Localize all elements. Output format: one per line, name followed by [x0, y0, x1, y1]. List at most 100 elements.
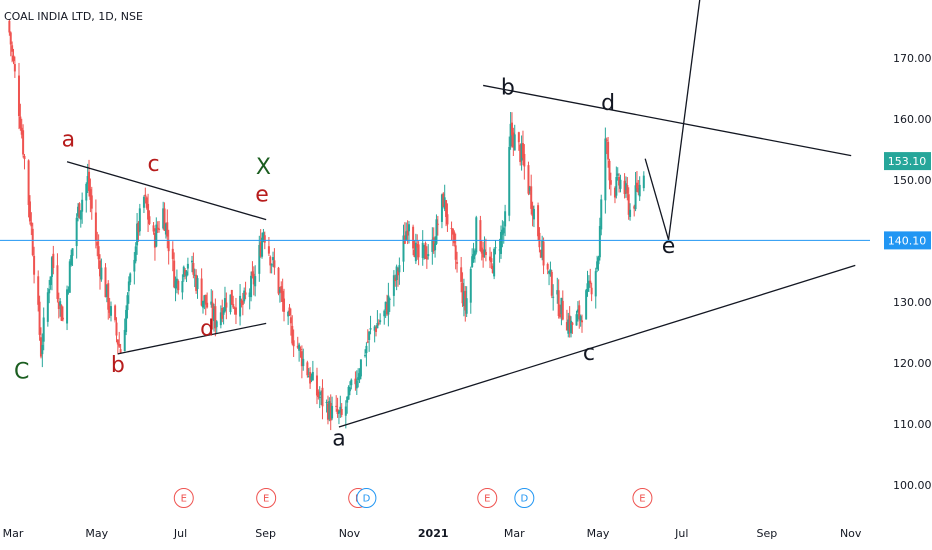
candle [413, 240, 416, 258]
candle [635, 171, 638, 192]
time-axis[interactable]: Mar May Jul Sep Nov 2021 Mar May Jul Sep Nov [3, 527, 862, 540]
candle [78, 202, 81, 219]
candle [638, 176, 641, 201]
candle [454, 233, 457, 270]
earnings-event[interactable]: E [477, 488, 498, 508]
candle [129, 272, 132, 286]
candle [348, 381, 351, 396]
trendline[interactable] [117, 322, 267, 355]
candle [600, 194, 603, 236]
candles-layer [8, 19, 645, 431]
candle [233, 306, 236, 315]
candle [273, 248, 276, 275]
candle [423, 244, 426, 260]
candle [490, 251, 493, 270]
svg-text:140.10: 140.10 [888, 234, 927, 247]
candle [373, 325, 376, 343]
candle [471, 248, 474, 268]
candle [528, 185, 531, 195]
candle [310, 373, 313, 383]
candle [532, 205, 535, 228]
candle [609, 172, 612, 196]
earnings-event[interactable]: E [256, 488, 277, 508]
trendline[interactable] [667, 0, 701, 240]
candle [109, 301, 112, 322]
time-tick-label: May [587, 527, 610, 540]
candle [250, 271, 253, 302]
candle [173, 252, 176, 289]
candle [469, 266, 472, 314]
candle [127, 276, 130, 304]
candle [480, 240, 483, 261]
candle [307, 368, 310, 378]
candle [203, 294, 206, 310]
candle [377, 319, 380, 326]
candle [300, 345, 303, 379]
candle [56, 253, 59, 303]
candle [126, 292, 129, 319]
candle [163, 202, 166, 231]
candle [365, 342, 368, 367]
candle [144, 187, 147, 204]
candle [571, 321, 574, 334]
candle [30, 212, 33, 236]
trendline[interactable] [483, 84, 852, 157]
candle [523, 144, 526, 180]
candle [123, 318, 126, 352]
candle [225, 292, 228, 320]
candle [94, 199, 97, 249]
candle [66, 285, 69, 331]
earnings-event[interactable]: E [632, 488, 653, 508]
trendline[interactable] [338, 264, 856, 428]
candle [89, 178, 92, 213]
candle [119, 343, 122, 354]
candle [27, 159, 30, 218]
candle [212, 303, 215, 332]
candle [565, 309, 568, 331]
candle [115, 317, 118, 343]
dividend-event[interactable]: D [514, 488, 535, 508]
candle [465, 286, 468, 318]
candle [215, 320, 218, 334]
candle [489, 247, 492, 269]
time-tick-label: Sep [757, 527, 778, 540]
candle [191, 255, 194, 273]
candle [283, 288, 286, 322]
candle [8, 19, 11, 36]
candle [451, 228, 454, 247]
candle [616, 167, 619, 181]
svg-text:E: E [639, 494, 645, 505]
candle [326, 395, 329, 425]
price-axis[interactable]: 100.00110.00120.00130.00140.00150.00160.… [884, 52, 932, 492]
candle [261, 232, 264, 259]
candle [79, 210, 82, 228]
candle [99, 254, 102, 290]
svg-text:E: E [484, 494, 490, 505]
candle [57, 292, 60, 319]
candle [292, 329, 295, 357]
trendline[interactable] [644, 158, 670, 240]
candle [379, 313, 382, 325]
candle [347, 385, 350, 400]
svg-text:D: D [363, 494, 371, 505]
candle [508, 136, 511, 222]
events-layer[interactable]: EEEDEDE [173, 488, 653, 508]
candle [623, 173, 626, 199]
candle [60, 304, 63, 322]
candle [450, 221, 453, 241]
candle [619, 174, 622, 193]
candle [579, 314, 582, 327]
candle [561, 290, 564, 321]
candle [315, 367, 318, 405]
candle [633, 204, 636, 217]
trendlines-layer[interactable] [66, 0, 856, 428]
trendline[interactable] [66, 161, 267, 221]
candle [568, 306, 571, 338]
candle [530, 174, 533, 215]
candle [407, 221, 410, 244]
earnings-event[interactable]: E [173, 488, 194, 508]
dividend-event[interactable]: D [356, 488, 377, 508]
candle [81, 192, 84, 224]
candle [219, 305, 222, 329]
